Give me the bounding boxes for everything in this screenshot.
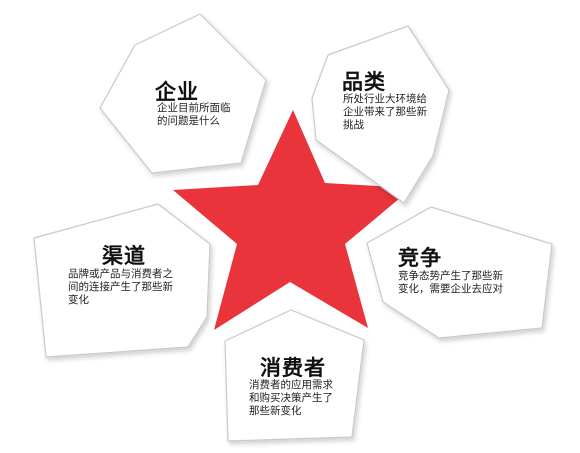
desc-line: 变化，需要企业去应对 (398, 283, 503, 295)
card-enterprise (99, 13, 267, 174)
card-desc-competition: 竞争态势产生了那些新 变化，需要企业去应对 (398, 270, 503, 296)
card-competition (366, 206, 553, 339)
card-title-channel: 渠道 (102, 244, 146, 268)
desc-line: 企业目前所面临 (157, 102, 231, 114)
card-consumer (224, 309, 365, 442)
desc-line: 挑战 (343, 119, 364, 131)
card-channel (33, 203, 211, 358)
desc-line: 所处行业大环境给 (343, 93, 427, 105)
desc-line: 品牌或产品与消费者之 (68, 268, 173, 280)
desc-line: 和购买决策产生了 (249, 392, 333, 404)
card-category (311, 25, 450, 204)
card-desc-category: 所处行业大环境给 企业带来了那些新 挑战 (343, 93, 427, 132)
desc-line: 变化 (68, 294, 89, 306)
card-title-enterprise: 企业 (155, 80, 199, 104)
card-title-category: 品类 (342, 70, 386, 94)
desc-line: 的问题是什么 (157, 115, 220, 127)
desc-line: 竞争态势产生了那些新 (398, 270, 503, 282)
card-desc-enterprise: 企业目前所面临 的问题是什么 (157, 102, 231, 128)
desc-line: 间的连接产生了那些新 (68, 281, 173, 293)
desc-line: 企业带来了那些新 (343, 106, 427, 118)
center-star (173, 110, 412, 330)
card-desc-channel: 品牌或产品与消费者之 间的连接产生了那些新 变化 (68, 268, 173, 307)
desc-line: 消费者的应用需求 (249, 379, 333, 391)
desc-line: 那些新变化 (249, 405, 302, 417)
card-title-consumer: 消费者 (260, 356, 326, 380)
card-title-competition: 竞争 (398, 246, 442, 270)
card-desc-consumer: 消费者的应用需求 和购买决策产生了 那些新变化 (249, 379, 333, 418)
